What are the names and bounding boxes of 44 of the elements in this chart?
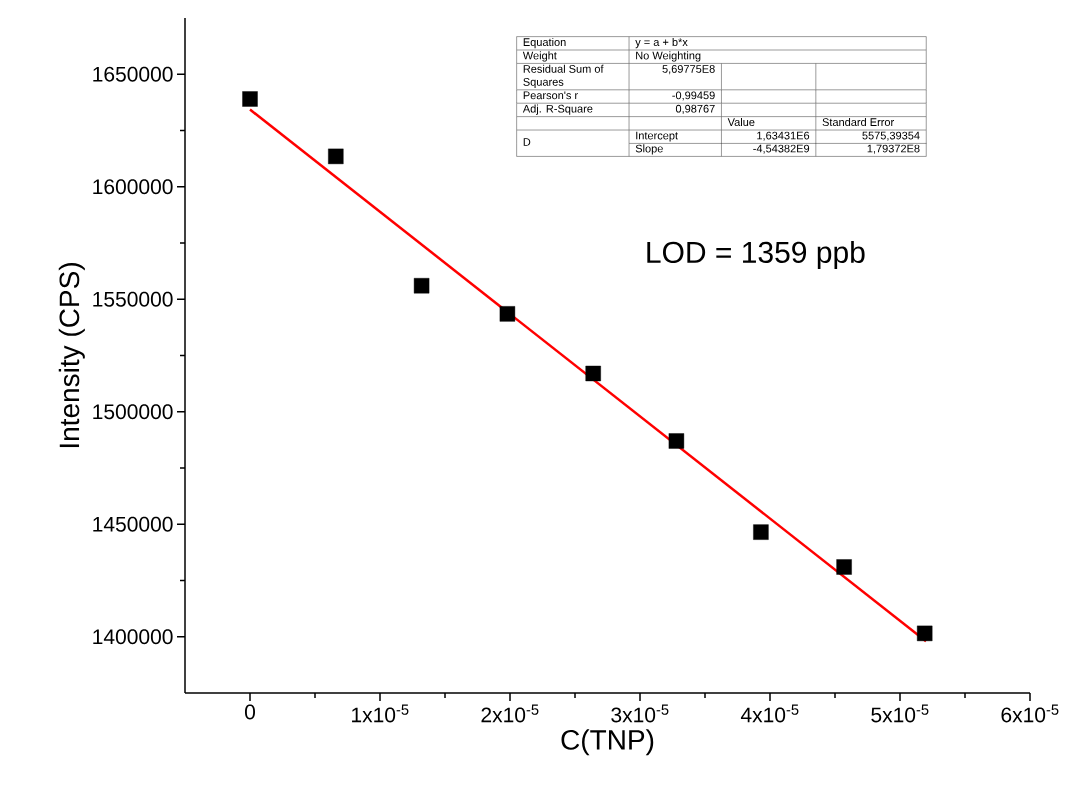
annotation: y = a + b*x xyxy=(635,37,688,49)
point xyxy=(753,524,769,540)
y-tick-label: 1400000 xyxy=(93,629,173,645)
point xyxy=(328,148,344,165)
point xyxy=(499,306,516,322)
x-tick-label: 2x10$^{-5}$ xyxy=(481,704,539,723)
annotation: No Weighting xyxy=(636,51,701,62)
x-axis-title: C(TNP) xyxy=(561,729,654,756)
point xyxy=(917,625,933,642)
annotation: 5575,39354 xyxy=(862,131,920,141)
annotation: -0,99459 xyxy=(672,91,715,101)
x-tick-label: 5x10$^{-5}$ xyxy=(871,704,929,723)
annotation: 0,98767 xyxy=(675,104,715,114)
x-tick-label: 0 xyxy=(244,704,256,720)
annotation: 1,63431E6 xyxy=(757,131,810,141)
x-tick-label: 6x10$^{-5}$ xyxy=(1001,704,1059,723)
annotation: Equation xyxy=(523,37,566,49)
annotation: -4,54382E9 xyxy=(753,144,810,154)
annotation: 1,79372E8 xyxy=(867,144,920,154)
y-tick-label: 1550000 xyxy=(93,291,173,307)
x-tick-label: 1x10$^{-5}$ xyxy=(352,704,409,723)
annotation: Residual Sum of Squares xyxy=(523,64,604,88)
y-tick-label: 1650000 xyxy=(93,66,173,82)
y-tick-label: 1500000 xyxy=(93,404,173,420)
point xyxy=(413,278,430,294)
y-tick-label: 1600000 xyxy=(93,179,173,195)
annotation: Weight xyxy=(522,51,557,62)
point xyxy=(668,433,685,449)
y-axis-title: Intensity (CPS) xyxy=(58,263,85,448)
annotation: Adj. R-Square xyxy=(522,104,593,115)
point xyxy=(836,559,852,575)
annotation: Value xyxy=(727,117,755,127)
x-tick-label: 4x10$^{-5}$ xyxy=(740,704,799,723)
annotation: Pearson's r xyxy=(523,91,578,100)
annotation: LOD = 1359 ppb xyxy=(647,240,865,269)
annotation: Slope xyxy=(635,144,663,155)
annotation: 5,69775E8 xyxy=(662,65,715,75)
point xyxy=(242,91,258,107)
point xyxy=(585,365,601,382)
annotation: Standard Error xyxy=(822,117,894,127)
x-tick-label: 3x10$^{-5}$ xyxy=(611,704,669,723)
y-tick-label: 1450000 xyxy=(93,516,173,532)
annotation: D xyxy=(523,138,531,146)
annotation: Intercept xyxy=(636,131,678,142)
